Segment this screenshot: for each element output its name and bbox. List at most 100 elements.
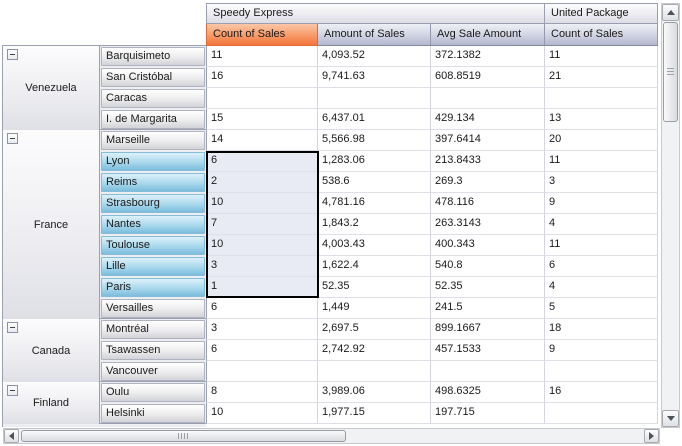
scroll-right-button[interactable] [644, 429, 659, 443]
data-cell[interactable]: 10 [206, 193, 318, 214]
row-header-city[interactable]: Strasbourg [101, 194, 205, 213]
data-cell[interactable]: 899.1667 [431, 319, 545, 340]
data-cell[interactable] [545, 361, 658, 382]
data-cell[interactable]: 1,843.2 [318, 214, 431, 235]
collapse-button[interactable] [7, 49, 18, 60]
row-header-city[interactable]: Toulouse [101, 236, 205, 255]
scroll-left-button[interactable] [4, 429, 19, 443]
data-cell[interactable]: 11 [545, 46, 658, 67]
data-cell[interactable]: 52.35 [431, 277, 545, 298]
data-cell[interactable]: 3 [206, 319, 318, 340]
data-cell[interactable]: 6,437.01 [318, 109, 431, 130]
data-cell[interactable]: 429.134 [431, 109, 545, 130]
scroll-up-button[interactable] [662, 4, 679, 21]
row-header-city[interactable]: Barquisimeto [101, 47, 205, 66]
horizontal-scrollbar[interactable] [3, 428, 660, 444]
column-field-header[interactable]: Amount of Sales [318, 24, 431, 46]
collapse-button[interactable] [7, 133, 18, 144]
column-band-speedy-express[interactable]: Speedy Express [206, 3, 545, 24]
data-cell[interactable]: 397.6414 [431, 130, 545, 151]
data-cell[interactable]: 4 [545, 214, 658, 235]
data-cell[interactable] [431, 361, 545, 382]
row-header-city[interactable]: Oulu [101, 383, 205, 402]
data-cell[interactable]: 52.35 [318, 277, 431, 298]
data-cell[interactable]: 372.1382 [431, 46, 545, 67]
vertical-scrollbar-thumb[interactable] [663, 22, 678, 122]
data-cell[interactable]: 457.1533 [431, 340, 545, 361]
data-cell[interactable]: 15 [206, 109, 318, 130]
column-field-header[interactable]: Count of Sales [545, 24, 658, 46]
data-cell[interactable] [545, 403, 658, 424]
vertical-scrollbar[interactable] [661, 3, 680, 428]
data-cell[interactable]: 478.116 [431, 193, 545, 214]
data-cell[interactable]: 20 [545, 130, 658, 151]
collapse-button[interactable] [7, 322, 18, 333]
row-header-city[interactable]: Marseille [101, 131, 205, 150]
data-cell[interactable]: 11 [206, 46, 318, 67]
data-cell[interactable]: 21 [545, 67, 658, 88]
row-header-city[interactable]: San Cristóbal [101, 68, 205, 87]
row-header-country[interactable]: Venezuela [3, 46, 100, 130]
data-cell[interactable]: 241.5 [431, 298, 545, 319]
data-cell[interactable] [318, 88, 431, 109]
collapse-button[interactable] [7, 385, 18, 396]
data-cell[interactable]: 269.3 [431, 172, 545, 193]
data-cell[interactable]: 10 [206, 403, 318, 424]
data-cell[interactable]: 1,449 [318, 298, 431, 319]
data-cell[interactable] [318, 361, 431, 382]
data-cell[interactable]: 197.715 [431, 403, 545, 424]
data-cell[interactable]: 4,003.43 [318, 235, 431, 256]
row-header-city[interactable]: Nantes [101, 215, 205, 234]
data-cell[interactable]: 6 [545, 256, 658, 277]
data-cell[interactable]: 4,781.16 [318, 193, 431, 214]
data-cell[interactable]: 5 [545, 298, 658, 319]
data-cell[interactable]: 1 [206, 277, 318, 298]
data-cell[interactable]: 9 [545, 193, 658, 214]
data-cell[interactable]: 8 [206, 382, 318, 403]
column-field-header[interactable]: Avg Sale Amount [431, 24, 545, 46]
row-header-city[interactable]: Reims [101, 173, 205, 192]
data-cell[interactable]: 7 [206, 214, 318, 235]
data-cell[interactable]: 6 [206, 151, 318, 172]
row-header-country[interactable]: Canada [3, 319, 100, 382]
row-header-city[interactable]: Montréal [101, 320, 205, 339]
data-cell[interactable]: 1,977.15 [318, 403, 431, 424]
row-header-city[interactable]: Paris [101, 278, 205, 297]
column-band-united-package[interactable]: United Package [545, 3, 658, 24]
data-cell[interactable]: 9 [545, 340, 658, 361]
data-cell[interactable]: 1,622.4 [318, 256, 431, 277]
row-header-country[interactable]: Finland [3, 382, 100, 424]
data-cell[interactable] [431, 88, 545, 109]
data-cell[interactable]: 540.8 [431, 256, 545, 277]
data-cell[interactable]: 11 [545, 235, 658, 256]
column-field-header-highlighted[interactable]: Count of Sales [206, 24, 318, 46]
row-header-city[interactable]: Lyon [101, 152, 205, 171]
data-cell[interactable]: 213.8433 [431, 151, 545, 172]
data-cell[interactable]: 2 [206, 172, 318, 193]
data-cell[interactable]: 538.6 [318, 172, 431, 193]
data-cell[interactable]: 16 [545, 382, 658, 403]
data-cell[interactable] [206, 88, 318, 109]
data-cell[interactable]: 2,742.92 [318, 340, 431, 361]
data-cell[interactable]: 2,697.5 [318, 319, 431, 340]
data-cell[interactable]: 3,989.06 [318, 382, 431, 403]
row-header-city[interactable]: Vancouver [101, 362, 205, 381]
data-cell[interactable]: 18 [545, 319, 658, 340]
data-cell[interactable] [206, 361, 318, 382]
data-cell[interactable]: 11 [545, 151, 658, 172]
data-cell[interactable] [545, 88, 658, 109]
horizontal-scrollbar-thumb[interactable] [21, 430, 346, 442]
data-cell[interactable]: 1,283.06 [318, 151, 431, 172]
data-cell[interactable]: 14 [206, 130, 318, 151]
data-cell[interactable]: 13 [545, 109, 658, 130]
scroll-down-button[interactable] [662, 410, 679, 427]
data-cell[interactable]: 4 [545, 277, 658, 298]
data-cell[interactable]: 3 [206, 256, 318, 277]
data-cell[interactable]: 4,093.52 [318, 46, 431, 67]
row-header-country[interactable]: France [3, 130, 100, 319]
data-cell[interactable]: 16 [206, 67, 318, 88]
row-header-city[interactable]: Caracas [101, 89, 205, 108]
data-cell[interactable]: 400.343 [431, 235, 545, 256]
data-cell[interactable]: 10 [206, 235, 318, 256]
row-header-city[interactable]: Helsinki [101, 404, 205, 423]
